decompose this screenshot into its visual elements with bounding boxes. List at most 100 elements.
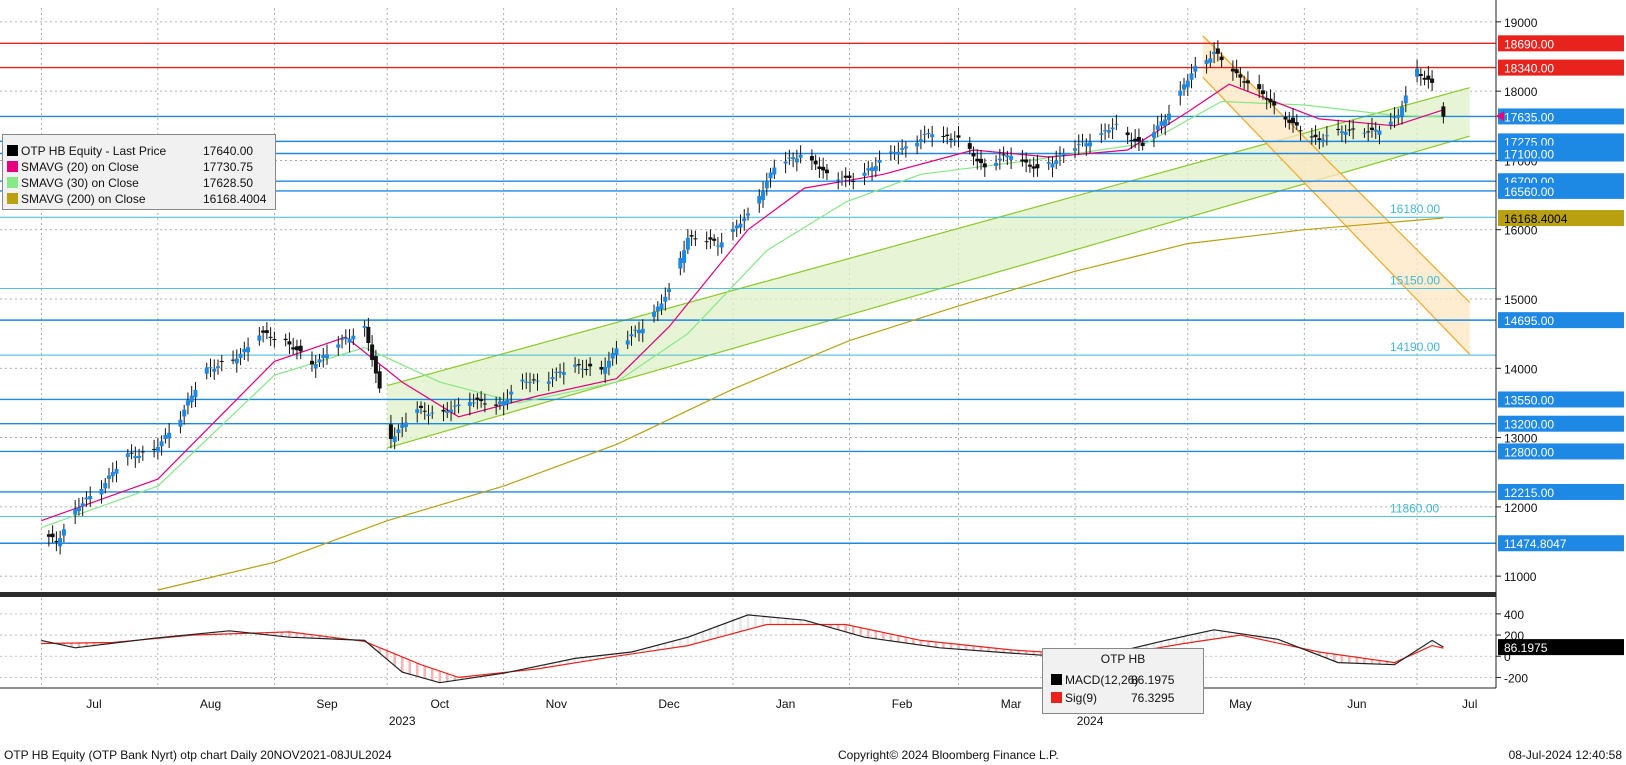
macd-tick-label: 0 — [1504, 650, 1511, 664]
legend-swatch-sma200 — [7, 193, 18, 204]
price-tag-label: 16168.4004 — [1504, 212, 1568, 226]
candle-body — [1005, 155, 1010, 158]
candle-body — [366, 326, 371, 344]
candle-body — [1163, 119, 1168, 127]
legend-swatch-sma20 — [7, 161, 18, 172]
price-tag — [1498, 35, 1624, 52]
candle-body — [531, 379, 536, 381]
candle-body — [809, 156, 814, 161]
candle-body — [625, 340, 630, 345]
candle-body — [1343, 131, 1348, 135]
candle-body — [1294, 122, 1299, 126]
legend-value: 17640.00 — [203, 144, 254, 158]
candle-body — [892, 152, 897, 154]
candle-body — [704, 241, 709, 243]
footer-timestamp: 08-Jul-2024 12:40:58 — [1508, 748, 1622, 762]
legend-swatch-last-price — [7, 145, 18, 156]
candle-body — [193, 389, 198, 398]
signal-swatch — [1051, 692, 1062, 703]
candle-body — [524, 381, 529, 383]
candle-body — [787, 157, 792, 159]
candle-body — [1088, 142, 1093, 147]
candle-body — [588, 363, 593, 367]
candle-body — [1084, 143, 1089, 147]
candle-body — [238, 353, 243, 358]
legend-label: OTP HB Equity - Last Price — [21, 144, 167, 158]
candle-body — [347, 338, 352, 343]
footer-description: OTP HB Equity (OTP Bank Nyrt) otp chart … — [4, 748, 392, 762]
candle-body — [821, 166, 826, 171]
candle-body — [1351, 128, 1356, 130]
candle-body — [415, 409, 420, 413]
candle-body — [584, 369, 589, 371]
candle-body — [1347, 129, 1352, 131]
candle-body — [264, 330, 269, 333]
candle-body — [1110, 127, 1115, 130]
candle-body — [1219, 56, 1224, 61]
candle-body — [640, 328, 645, 334]
macd-legend-row-signal: Sig(9) 76.3295 — [1051, 691, 1174, 705]
candle-body — [824, 169, 829, 174]
month-label: Jan — [776, 697, 795, 711]
price-tag-label: 13550.00 — [1504, 393, 1554, 407]
candle-body — [54, 541, 59, 543]
candle-body — [189, 395, 194, 403]
candle-body — [945, 134, 950, 137]
macd-tag-label: 86.1975 — [1504, 641, 1548, 655]
candle-body — [667, 289, 672, 293]
candle-body — [204, 367, 209, 374]
candle-body — [1309, 136, 1314, 138]
legend-swatch-sma30 — [7, 177, 18, 188]
price-tag — [1498, 443, 1624, 460]
candle-body — [1324, 135, 1329, 137]
candle-body — [900, 148, 905, 150]
candle-body — [1242, 81, 1247, 83]
candle-body — [1366, 131, 1371, 133]
candle-body — [309, 360, 314, 365]
candle-body — [1035, 164, 1040, 169]
candle-body — [163, 435, 168, 440]
candle-body — [1140, 142, 1145, 146]
candle-body — [764, 181, 769, 189]
price-tag-label: 17100.00 — [1504, 148, 1554, 162]
price-tag-label: 13200.00 — [1504, 418, 1554, 432]
candle-body — [708, 237, 713, 240]
macd-legend-value: 86.1975 — [1131, 673, 1175, 687]
price-tick-label: 11000 — [1504, 570, 1537, 584]
candle-body — [678, 257, 683, 269]
candle-body — [1054, 160, 1059, 164]
candle-body — [445, 411, 450, 413]
candle-body — [261, 330, 266, 333]
macd-legend-value: 76.3295 — [1131, 691, 1175, 705]
candle-body — [967, 143, 972, 149]
candle-body — [712, 238, 717, 241]
price-tag-label: 14695.00 — [1504, 314, 1554, 328]
candle-body — [212, 368, 217, 372]
month-label: Dec — [658, 697, 679, 711]
candle-body — [877, 160, 882, 163]
candle-body — [554, 371, 559, 373]
month-label: Jun — [1347, 697, 1366, 711]
candle-body — [633, 329, 638, 331]
candle-body — [783, 161, 788, 164]
candle-body — [1403, 95, 1408, 104]
candle-body — [1287, 119, 1292, 123]
candle-body — [1426, 75, 1431, 80]
candle-body — [870, 167, 875, 171]
legend-value: 17730.75 — [203, 160, 254, 174]
candle-body — [1076, 144, 1081, 146]
candle-body — [798, 154, 803, 158]
month-label: Feb — [892, 697, 913, 711]
candle-body — [1027, 164, 1032, 167]
candle-body — [1155, 125, 1160, 130]
candle-body — [576, 364, 581, 366]
candle-body — [133, 456, 138, 459]
candle-body — [772, 167, 777, 175]
candle-body — [396, 429, 401, 434]
candle-body — [791, 157, 796, 160]
candle-body — [952, 140, 957, 142]
candle-body — [1257, 84, 1262, 90]
candle-body — [926, 133, 931, 135]
candle-body — [903, 146, 908, 149]
